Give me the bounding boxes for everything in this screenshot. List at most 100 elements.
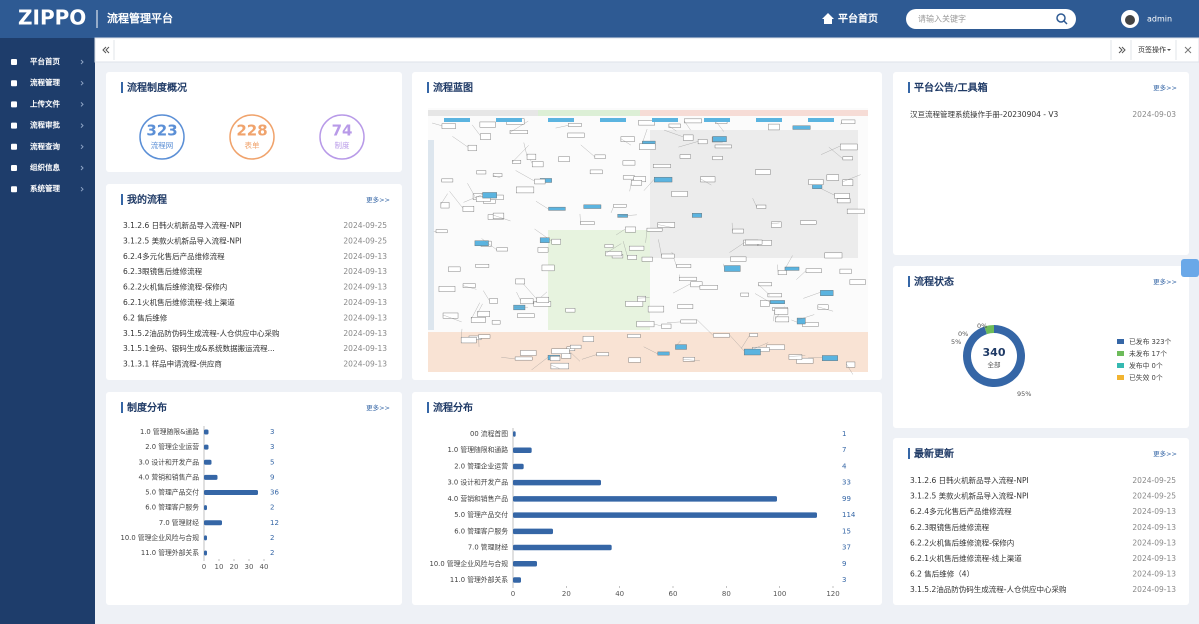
- legend-label[interactable]: 未发布 17个: [1129, 349, 1167, 358]
- bp-node: [550, 362, 569, 370]
- bp-node: [558, 156, 570, 162]
- bp-link: [478, 336, 480, 347]
- list-date: 2024-09-13: [343, 283, 387, 292]
- list-item[interactable]: 3.1.2.5 美款火机新品导入流程-NPI: [123, 235, 242, 245]
- bp-node: [730, 256, 747, 262]
- bp-node: [775, 316, 790, 323]
- bp-node: [604, 244, 614, 248]
- bp-link: [531, 357, 549, 371]
- legend-label[interactable]: 发布中 0个: [1129, 361, 1163, 370]
- bp-link: [515, 170, 535, 182]
- tab-scroll-right[interactable]: [1118, 46, 1126, 54]
- list-item[interactable]: 6.2 售后维修: [123, 312, 168, 322]
- more-link[interactable]: 更多>>: [1153, 83, 1177, 92]
- more-link[interactable]: 更多>>: [366, 403, 390, 412]
- bp-link: [550, 365, 560, 369]
- tab-close-all[interactable]: [1184, 46, 1192, 54]
- bp-node: [583, 204, 602, 209]
- list-item[interactable]: 汉亘流程管理系统操作手册-20230904 - V3: [910, 109, 1058, 119]
- list-date: 2024-09-13: [343, 267, 387, 276]
- search-box[interactable]: [906, 9, 1076, 29]
- bar: [204, 490, 258, 495]
- bar: [204, 429, 209, 435]
- stat-ring: [229, 114, 275, 160]
- menu-item[interactable]: 平台首页: [30, 56, 60, 66]
- list-item[interactable]: 3.1.5.2油品防伪码生成流程-人仓供应中心采购: [123, 328, 279, 338]
- bp-node: [537, 247, 549, 253]
- bp-link: [672, 283, 691, 294]
- bp-node: [496, 118, 522, 122]
- bp-node: [492, 212, 505, 219]
- user-name[interactable]: admin: [1147, 15, 1172, 24]
- x-tick-label: 40: [615, 590, 624, 598]
- list-item[interactable]: 6.2.4多元化售后产品维修流程: [910, 506, 1012, 516]
- list-date: 2024-09-13: [1132, 507, 1176, 516]
- list-item[interactable]: 3.1.2.6 日韩火机新品导入流程-NPI: [910, 475, 1029, 485]
- list-item[interactable]: 6.2.1火机售后维修流程-线上渠道: [123, 297, 235, 307]
- bar: [513, 577, 521, 583]
- bp-node: [777, 270, 787, 275]
- slice-label: 0%: [958, 330, 968, 338]
- more-link[interactable]: 更多>>: [366, 195, 390, 204]
- menu-item[interactable]: 组织信息: [30, 162, 60, 172]
- more-link[interactable]: 更多>>: [1153, 277, 1177, 286]
- legend-label[interactable]: 已失效 0个: [1129, 373, 1163, 382]
- bp-node: [699, 285, 718, 290]
- list-item[interactable]: 6.2.2火机售后维修流程-保修内: [123, 282, 227, 292]
- bp-node: [489, 298, 498, 304]
- list-item[interactable]: 6.2.4多元化售后产品维修流程: [123, 251, 225, 261]
- bp-node: [515, 278, 525, 285]
- float-tab[interactable]: [1181, 259, 1199, 277]
- menu-item[interactable]: 流程查询: [30, 141, 60, 151]
- menu-item[interactable]: 系统管理: [30, 183, 60, 193]
- home-icon[interactable]: [822, 13, 834, 24]
- legend-label[interactable]: 已发布 323个: [1129, 337, 1172, 346]
- bp-link: [752, 342, 769, 350]
- search-icon[interactable]: [1056, 13, 1066, 23]
- list-item[interactable]: 6.2.3眼镜售后维修流程: [123, 266, 203, 276]
- bp-link: [715, 120, 724, 132]
- bp-node: [474, 240, 489, 247]
- list-item[interactable]: 6.2.3眼镜售后维修流程: [910, 522, 990, 532]
- list-item[interactable]: 6.2.1火机售后维修流程-线上渠道: [910, 553, 1022, 563]
- list-item[interactable]: 3.1.5.2油品防伪码生成流程-人仓供应中心采购: [910, 584, 1066, 594]
- bp-node: [596, 352, 609, 357]
- list-item[interactable]: 3.1.5.1金码、银码生成&系统数据搬运流程...: [123, 343, 275, 353]
- bp-node: [820, 290, 834, 296]
- bp-link: [803, 292, 821, 299]
- list-item[interactable]: 6.2 售后维修（4）: [910, 569, 974, 579]
- bp-node: [565, 308, 576, 313]
- x-tick-label: 60: [669, 590, 678, 598]
- bp-node: [444, 118, 470, 122]
- list-item[interactable]: 6.2.2火机售后维修流程-保修内: [910, 537, 1014, 547]
- bp-link: [616, 228, 626, 236]
- bp-link: [555, 125, 569, 129]
- bp-link: [481, 238, 497, 250]
- tab-scroll-left[interactable]: [102, 46, 110, 54]
- list-item[interactable]: 3.1.2.6 日韩火机新品导入流程-NPI: [123, 220, 242, 230]
- bp-link: [467, 183, 477, 199]
- bp-link: [605, 243, 622, 254]
- bp-node: [846, 361, 856, 368]
- home-link[interactable]: 平台首页: [838, 12, 878, 25]
- category-label: 5.0 管理产品交付: [145, 488, 199, 497]
- bp-node: [704, 118, 730, 122]
- list-item[interactable]: 3.1.3.1 样品申请流程-供应商: [123, 359, 222, 369]
- tab-action[interactable]: 页签操作: [1138, 45, 1166, 54]
- menu-item[interactable]: 流程管理: [30, 77, 60, 87]
- bar: [513, 544, 612, 551]
- panel: [106, 184, 402, 380]
- bp-node: [594, 154, 606, 159]
- more-link[interactable]: 更多>>: [1153, 449, 1177, 458]
- category-label: 2.0 管理企业运营: [454, 461, 508, 470]
- list-item[interactable]: 3.1.2.5 美款火机新品导入流程-NPI: [910, 491, 1029, 501]
- bar: [513, 431, 516, 437]
- menu-item[interactable]: 流程审批: [30, 120, 60, 130]
- menu-item[interactable]: 上传文件: [30, 98, 60, 108]
- bp-node: [817, 304, 829, 310]
- bp-link: [658, 239, 662, 257]
- bp-link: [675, 340, 681, 347]
- bp-link: [664, 129, 684, 138]
- bp-node: [496, 247, 508, 252]
- bp-node: [732, 228, 744, 234]
